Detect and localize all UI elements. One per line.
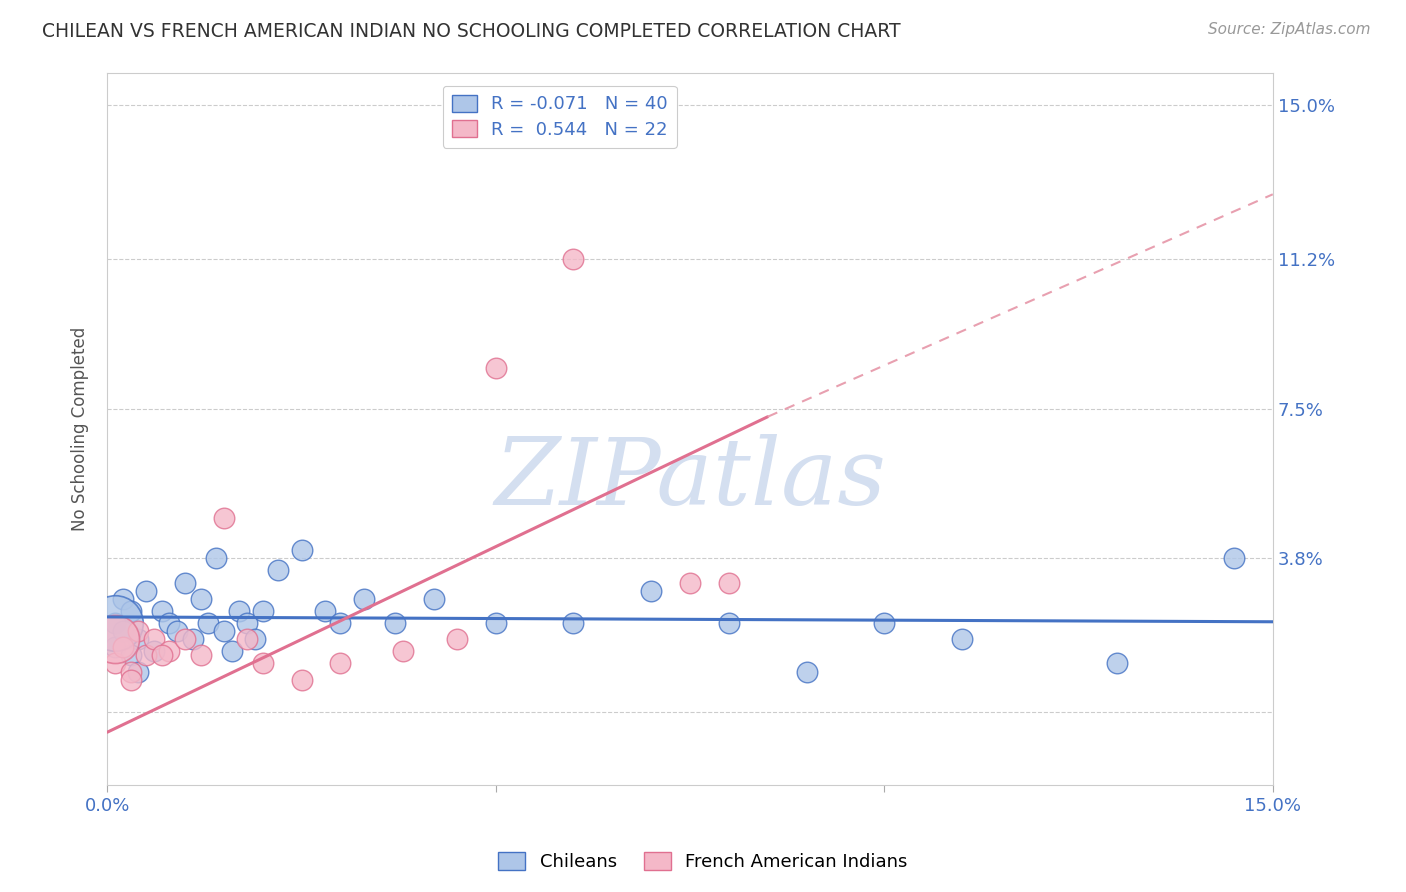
Point	[329, 657, 352, 671]
Point	[166, 624, 188, 638]
Point	[221, 644, 243, 658]
Point	[422, 591, 444, 606]
Legend: R = -0.071   N = 40, R =  0.544   N = 22: R = -0.071 N = 40, R = 0.544 N = 22	[443, 86, 678, 147]
Point	[950, 632, 973, 647]
Point	[252, 604, 274, 618]
Point	[159, 644, 181, 658]
Point	[236, 615, 259, 630]
Point	[796, 665, 818, 679]
Point	[120, 665, 142, 679]
Point	[174, 632, 197, 647]
Point	[181, 632, 204, 647]
Point	[267, 563, 290, 577]
Point	[120, 648, 142, 663]
Text: Source: ZipAtlas.com: Source: ZipAtlas.com	[1208, 22, 1371, 37]
Point	[104, 657, 127, 671]
Point	[717, 575, 740, 590]
Point	[228, 604, 250, 618]
Point	[104, 615, 127, 630]
Point	[485, 361, 508, 376]
Y-axis label: No Schooling Completed: No Schooling Completed	[72, 326, 89, 531]
Point	[562, 252, 585, 266]
Point	[111, 591, 134, 606]
Point	[329, 615, 352, 630]
Point	[111, 640, 134, 655]
Point	[212, 511, 235, 525]
Point	[243, 632, 266, 647]
Point	[120, 673, 142, 687]
Point	[314, 604, 336, 618]
Text: ZIPatlas: ZIPatlas	[494, 434, 886, 524]
Point	[391, 644, 413, 658]
Point	[290, 543, 312, 558]
Point	[205, 551, 228, 566]
Point	[384, 615, 406, 630]
Point	[104, 640, 127, 655]
Point	[174, 575, 197, 590]
Point	[562, 615, 585, 630]
Point	[127, 665, 149, 679]
Text: CHILEAN VS FRENCH AMERICAN INDIAN NO SCHOOLING COMPLETED CORRELATION CHART: CHILEAN VS FRENCH AMERICAN INDIAN NO SCH…	[42, 22, 901, 41]
Point	[142, 644, 165, 658]
Point	[1107, 657, 1129, 671]
Point	[873, 615, 896, 630]
Point	[252, 657, 274, 671]
Point	[679, 575, 702, 590]
Point	[236, 632, 259, 647]
Point	[1223, 551, 1246, 566]
Point	[104, 615, 127, 630]
Point	[135, 583, 157, 598]
Point	[150, 648, 173, 663]
Point	[104, 632, 127, 647]
Point	[190, 591, 212, 606]
Point	[127, 624, 149, 638]
Point	[135, 648, 157, 663]
Point	[353, 591, 375, 606]
Point	[446, 632, 468, 647]
Point	[150, 604, 173, 618]
Point	[290, 673, 312, 687]
Point	[197, 615, 219, 630]
Point	[111, 624, 134, 638]
Point	[485, 615, 508, 630]
Point	[159, 615, 181, 630]
Point	[142, 632, 165, 647]
Point	[717, 615, 740, 630]
Point	[127, 632, 149, 647]
Point	[640, 583, 662, 598]
Point	[120, 604, 142, 618]
Legend: Chileans, French American Indians: Chileans, French American Indians	[491, 846, 915, 879]
Point	[190, 648, 212, 663]
Point	[212, 624, 235, 638]
